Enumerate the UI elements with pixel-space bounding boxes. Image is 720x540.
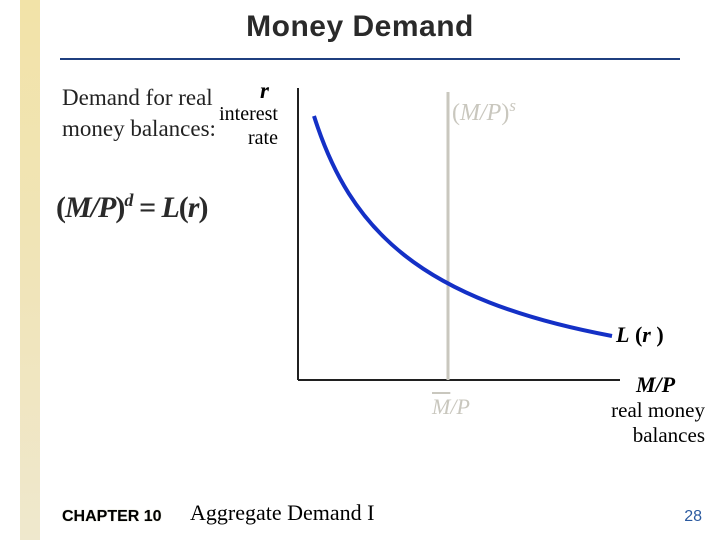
page-number: 28 — [684, 508, 702, 526]
title-area: Money Demand — [0, 10, 720, 44]
demand-curve-label: L (r ) — [616, 322, 664, 348]
supply-tick-label: M/P — [432, 394, 470, 420]
title-underline — [60, 58, 680, 60]
x-axis-label: real money balances — [570, 398, 705, 448]
demand-curve — [314, 116, 612, 336]
x-axis-symbol: M/P — [636, 372, 675, 398]
chart-svg — [290, 80, 630, 390]
slide-title: Money Demand — [0, 10, 720, 44]
chapter-label: CHAPTER 10 — [62, 508, 162, 526]
equation: (M/P)d = L(r) — [56, 190, 207, 225]
footer: CHAPTER 10 Aggregate Demand I 28 — [0, 498, 720, 540]
y-axis-label: interest rate — [206, 102, 278, 150]
chart — [290, 80, 630, 390]
footer-title: Aggregate Demand I — [190, 500, 374, 526]
y-axis-symbol: r — [260, 78, 269, 104]
decorative-stripe — [20, 0, 40, 540]
slide: Money Demand Demand for real money balan… — [0, 0, 720, 540]
